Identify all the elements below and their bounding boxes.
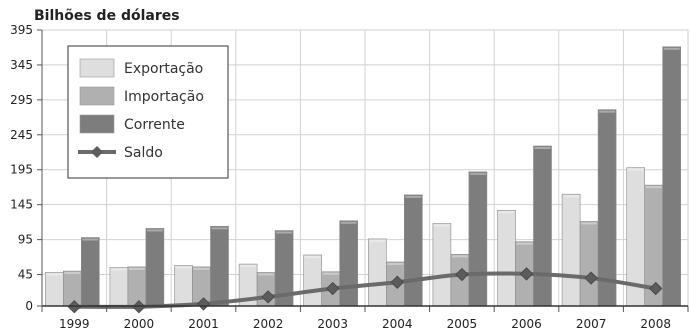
x-tick-label-2007: 2007	[576, 317, 607, 331]
bar-highlight	[451, 255, 468, 258]
bars	[44, 46, 682, 307]
bar-highlight	[563, 195, 580, 198]
saldo-point-2006	[519, 267, 534, 281]
saldo-point-2001	[196, 297, 211, 311]
bar-highlight	[581, 222, 598, 225]
saldo-point-2003	[325, 281, 340, 296]
x-tick-label-2008: 2008	[640, 317, 671, 331]
y-tick-label: 145	[10, 198, 33, 212]
bar-highlight	[599, 110, 616, 113]
legend-swatch-exportação	[79, 58, 115, 78]
bar-corrente-2004	[403, 194, 423, 307]
bar-corrente-2005	[468, 171, 488, 307]
bar-highlight	[645, 186, 662, 189]
bar-exportação-2003	[303, 254, 323, 307]
y-axis-title: Bilhões de dólares	[34, 8, 180, 24]
saldo-point-2007	[584, 271, 598, 285]
bar-importação-2007	[579, 221, 599, 307]
bar-highlight	[627, 168, 644, 171]
bar-exportação-2006	[497, 209, 516, 307]
bar-corrente-2007	[597, 109, 617, 307]
legend-swatch-corrente	[79, 114, 115, 134]
x-tick-label-2006: 2006	[511, 317, 542, 331]
y-tick-label: 195	[10, 163, 33, 177]
saldo-point-2008	[648, 281, 663, 296]
bar-corrente-2003	[339, 220, 359, 307]
bar-highlight	[46, 273, 63, 276]
y-tick-label: 245	[10, 128, 33, 142]
bar-corrente-2001	[210, 226, 229, 307]
bar-highlight	[211, 227, 228, 230]
bar-highlight	[663, 47, 680, 50]
bar-highlight	[276, 231, 293, 234]
legend: Exportação Importação Corrente Saldo	[67, 45, 229, 179]
y-tick-label: 295	[10, 93, 33, 107]
y-tick-label: 395	[10, 23, 33, 37]
bar-highlight	[322, 272, 339, 275]
bar-corrente-2008	[662, 46, 682, 307]
bar-exportação-2005	[432, 223, 452, 307]
legend-label-saldo: Saldo	[124, 145, 163, 161]
bar-highlight	[498, 211, 515, 214]
bar-highlight	[405, 195, 422, 198]
bar-highlight	[146, 229, 163, 232]
legend-label-exportação: Exportação	[124, 61, 203, 77]
x-tick-label-2003: 2003	[317, 317, 348, 331]
y-tick-label: 45	[18, 268, 33, 282]
bar-highlight	[516, 242, 533, 245]
bar-highlight	[340, 221, 357, 224]
y-tick-label: 0	[25, 299, 33, 313]
bar-exportação-2007	[561, 193, 581, 307]
bar-exportação-2000	[109, 267, 129, 307]
bar-highlight	[258, 273, 275, 276]
bar-highlight	[193, 267, 210, 270]
bar-exportação-2001	[174, 265, 193, 307]
x-tick-label-2000: 2000	[124, 317, 155, 331]
bar-highlight	[240, 265, 257, 268]
legend-label-importação: Importação	[124, 89, 204, 105]
bar-highlight	[433, 224, 450, 227]
bar-highlight	[128, 267, 145, 270]
bar-highlight	[175, 266, 192, 269]
bar-highlight	[110, 268, 127, 271]
bar-exportação-1999	[44, 272, 64, 307]
bar-importação-2005	[450, 253, 470, 307]
x-tick-label-2005: 2005	[447, 317, 478, 331]
y-tick-label: 95	[18, 233, 33, 247]
axes: 0 45 95 145 195 245 295 345 395 1999 2000 2001 2002 2…	[10, 23, 689, 331]
y-tick-label: 345	[10, 58, 33, 72]
x-tick-label-1999: 1999	[59, 317, 90, 331]
bar-highlight	[469, 172, 486, 175]
x-tick-label-2004: 2004	[382, 317, 413, 331]
bar-corrente-2000	[145, 228, 165, 307]
legend-label-corrente: Corrente	[124, 117, 185, 133]
bar-highlight	[534, 146, 551, 149]
bar-highlight	[387, 262, 404, 265]
bar-highlight	[369, 239, 386, 242]
x-tick-label-2002: 2002	[253, 317, 284, 331]
bar-corrente-1999	[81, 237, 100, 307]
bar-importação-1999	[62, 270, 82, 307]
x-tick-label-2001: 2001	[188, 317, 219, 331]
bar-highlight	[64, 272, 81, 275]
bar-importação-2000	[127, 266, 147, 307]
legend-swatch-importação	[79, 86, 115, 106]
saldo-point-2005	[455, 267, 469, 282]
bar-highlight	[82, 238, 99, 241]
legend-marker-saldo	[91, 146, 103, 158]
saldo-point-2004	[390, 275, 405, 289]
bar-corrente-2006	[533, 145, 552, 307]
saldo-point-2002	[261, 290, 275, 304]
bar-highlight	[304, 255, 321, 258]
bar-exportação-2004	[367, 238, 387, 307]
